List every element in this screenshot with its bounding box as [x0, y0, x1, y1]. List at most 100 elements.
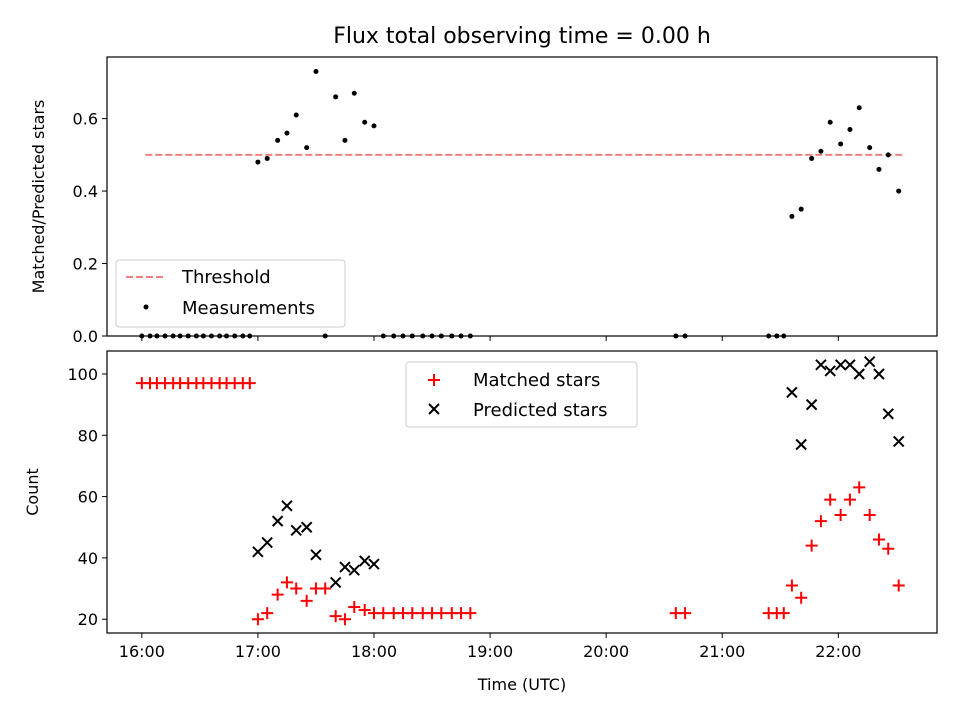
- predicted-point: [786, 386, 798, 399]
- predicted-point: [358, 555, 371, 567]
- matched-point: [290, 582, 303, 595]
- matched-point: [406, 607, 419, 620]
- x-tick-label: 17:00: [235, 642, 281, 661]
- matched-point: [348, 600, 361, 613]
- bottom-y-tick-label: 40: [78, 549, 98, 568]
- matched-point: [358, 604, 371, 617]
- matched-point: [435, 607, 448, 620]
- predicted-point: [795, 438, 807, 451]
- legend-matched-label: Matched stars: [473, 370, 600, 391]
- measurement-point: [313, 68, 319, 74]
- bottom-y-tick-label: 20: [78, 610, 98, 629]
- measurement-point: [885, 152, 891, 158]
- measurement-point: [342, 137, 348, 143]
- matched-point: [261, 607, 274, 620]
- measurement-point: [304, 145, 310, 151]
- bottom-x-ticks: 16:00 17:00 18:00 19:00 20:00 21:00 22:00: [119, 633, 861, 661]
- legend-threshold-label: Threshold: [181, 267, 271, 288]
- measurement-point: [275, 137, 281, 143]
- measurement-point: [847, 126, 853, 132]
- measurement-point: [264, 155, 270, 161]
- bottom-y-tick-label: 60: [78, 488, 98, 507]
- top-y-tick-label: 0.2: [73, 255, 98, 274]
- top-panel-frame: [106, 56, 938, 337]
- predicted-point: [815, 359, 827, 371]
- measurement-point: [351, 90, 357, 96]
- top-x-ticks: [141, 336, 839, 341]
- measurement-point: [798, 206, 804, 212]
- legend-predicted-marker: [428, 403, 440, 415]
- predicted-point: [824, 365, 836, 377]
- bottom-y-axis-label: Count: [23, 468, 42, 516]
- x-axis-label: Time (UTC): [477, 675, 566, 694]
- legend-matched-marker: [428, 374, 440, 386]
- predicted-point: [252, 546, 264, 558]
- top-y-tick-label: 0.6: [73, 110, 98, 129]
- matched-point: [785, 579, 798, 592]
- matched-point: [251, 613, 264, 626]
- predicted-point: [844, 359, 856, 371]
- predicted-points: [252, 356, 905, 589]
- matched-point: [824, 493, 837, 506]
- x-tick-label: 21:00: [699, 642, 745, 661]
- chart-title: Flux total observing time = 0.00 h: [333, 24, 711, 49]
- matched-point: [679, 607, 692, 620]
- bottom-legend-box: [405, 361, 638, 428]
- measurement-point: [818, 148, 824, 154]
- x-tick-label: 22:00: [815, 642, 861, 661]
- measurement-point: [371, 123, 377, 129]
- x-tick-label: 16:00: [119, 642, 165, 661]
- bottom-y-ticks: 20 40 60 80 100: [67, 365, 107, 629]
- predicted-point: [853, 368, 865, 380]
- measurement-point: [293, 112, 299, 118]
- matched-points: [135, 377, 905, 626]
- measurement-point: [284, 130, 290, 136]
- top-y-tick-label: 0.0: [73, 327, 98, 346]
- predicted-point: [863, 356, 876, 368]
- predicted-point: [300, 521, 313, 533]
- measurement-point: [867, 145, 873, 151]
- matched-point: [853, 481, 866, 494]
- matched-point: [319, 582, 332, 595]
- x-tick-label: 19:00: [467, 642, 513, 661]
- measurement-point: [876, 166, 882, 172]
- predicted-point: [290, 524, 302, 537]
- top-panel: 0.0 0.2 0.4 0.6 Matched/Predicted stars Thr…: [29, 56, 938, 346]
- top-y-ticks: 0.0 0.2 0.4 0.6: [73, 110, 107, 346]
- matched-point: [329, 610, 342, 623]
- x-tick-label: 20:00: [583, 642, 629, 661]
- predicted-point: [834, 359, 847, 371]
- matched-point: [834, 508, 847, 521]
- matched-point: [814, 515, 827, 528]
- matched-point: [805, 539, 818, 552]
- matched-point: [777, 607, 790, 620]
- predicted-point: [281, 500, 293, 512]
- top-legend-box: [115, 259, 346, 328]
- measurement-point: [838, 141, 844, 147]
- bottom-panel-frame: [106, 350, 938, 634]
- bottom-y-tick-label: 100: [67, 365, 98, 384]
- predicted-point: [348, 564, 360, 576]
- predicted-point: [261, 536, 273, 549]
- predicted-point: [271, 515, 284, 527]
- measurement-point: [896, 188, 902, 194]
- bottom-legend: Matched stars Predicted stars: [405, 361, 638, 428]
- legend-measurement-marker: [143, 304, 149, 310]
- top-y-tick-label: 0.4: [73, 182, 98, 201]
- matched-point: [464, 607, 477, 620]
- measurement-point: [333, 94, 339, 100]
- matched-point: [338, 613, 351, 626]
- measurement-point: [362, 119, 368, 125]
- matched-point: [271, 588, 284, 601]
- bottom-y-tick-label: 80: [78, 426, 98, 445]
- predicted-point: [882, 408, 894, 420]
- legend-predicted-label: Predicted stars: [473, 400, 607, 421]
- x-tick-label: 18:00: [351, 642, 397, 661]
- predicted-point: [368, 558, 380, 570]
- predicted-point: [339, 561, 351, 573]
- legend-measurements-label: Measurements: [182, 298, 315, 319]
- matched-point: [243, 377, 256, 390]
- top-legend: Threshold Measurements: [115, 259, 346, 328]
- measurement-point: [856, 105, 862, 111]
